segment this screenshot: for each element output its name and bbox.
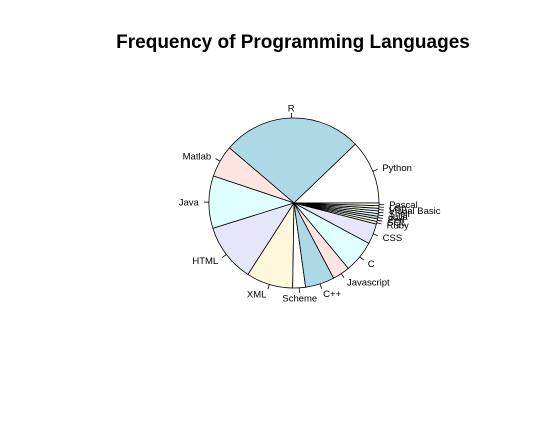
pie-slice-r [228, 117, 356, 204]
pie-label-pascal: Pascal [389, 200, 418, 211]
pie-leader-css [373, 233, 379, 237]
pie-label-java: Java [179, 198, 200, 209]
pie-label-lisp: Lisp [389, 203, 406, 214]
pie-slice-python [293, 143, 380, 204]
pie-label-c: C [368, 259, 375, 270]
pie-leader-julia [378, 214, 384, 217]
pie-leader-c [319, 283, 322, 289]
pie-leader-shell [378, 211, 384, 214]
pie-leader-python [372, 168, 378, 172]
pie-leader-c [359, 256, 365, 261]
pie-leader-html [222, 254, 227, 258]
pie-label-python: Python [382, 163, 412, 174]
pie-label-visual-basic: Visual Basic [389, 206, 441, 217]
pie-leader-matlab [215, 158, 221, 162]
pie-label-javascript: Javascript [347, 278, 390, 289]
pie-label-ruby: Ruby [387, 221, 409, 232]
pie-leader-perl [377, 217, 383, 219]
pie-label-css: CSS [383, 233, 403, 244]
pie-label-html: HTML [192, 256, 218, 267]
pie-label-xml: XML [247, 290, 267, 301]
pie-leader-sql [377, 219, 383, 222]
pie-label-r: R [288, 103, 295, 114]
pie-labels: Python R Matlab Java HTML XML Scheme C++ Javascr… [179, 103, 441, 304]
pie-label-matlab: Matlab [183, 152, 212, 163]
pie-slices [208, 117, 380, 289]
pie-leader-xml [267, 284, 270, 290]
pie-leader-ruby [376, 222, 382, 225]
pie-label-sql: SQL [387, 218, 406, 229]
pie-label-scheme: Scheme [282, 294, 317, 305]
pie-label-shell: Shell [389, 209, 410, 220]
pie-label-c: C++ [323, 289, 341, 300]
pie-label-julia: Julia [388, 212, 408, 223]
pie-slice-pascal [293, 202, 380, 207]
pie-leader-lines [203, 112, 385, 293]
pie-leader-javascript [340, 273, 345, 279]
pie-label-perl: Perl [388, 215, 405, 226]
chart-title: Frequency of Programming Languages [116, 32, 470, 53]
